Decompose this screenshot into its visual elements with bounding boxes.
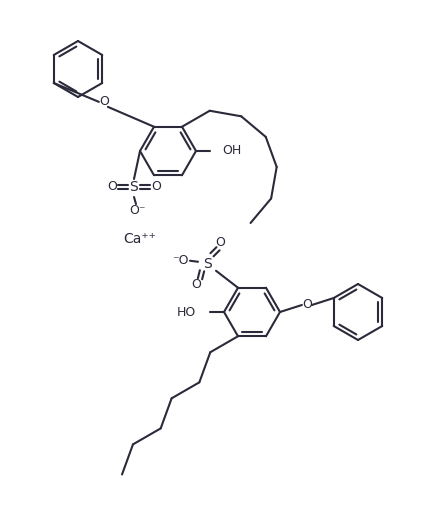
Text: Ca⁺⁺: Ca⁺⁺	[124, 232, 157, 246]
Text: O: O	[302, 299, 312, 311]
Text: O: O	[191, 278, 201, 291]
Text: S: S	[130, 180, 138, 194]
Text: O: O	[99, 95, 109, 108]
Text: OH: OH	[222, 144, 241, 158]
Text: O: O	[151, 180, 161, 194]
Text: O: O	[107, 180, 117, 194]
Text: S: S	[204, 257, 212, 271]
Text: HO: HO	[177, 306, 196, 318]
Text: O⁻: O⁻	[130, 204, 146, 218]
Text: ⁻O: ⁻O	[172, 254, 188, 267]
Text: O: O	[215, 236, 225, 249]
